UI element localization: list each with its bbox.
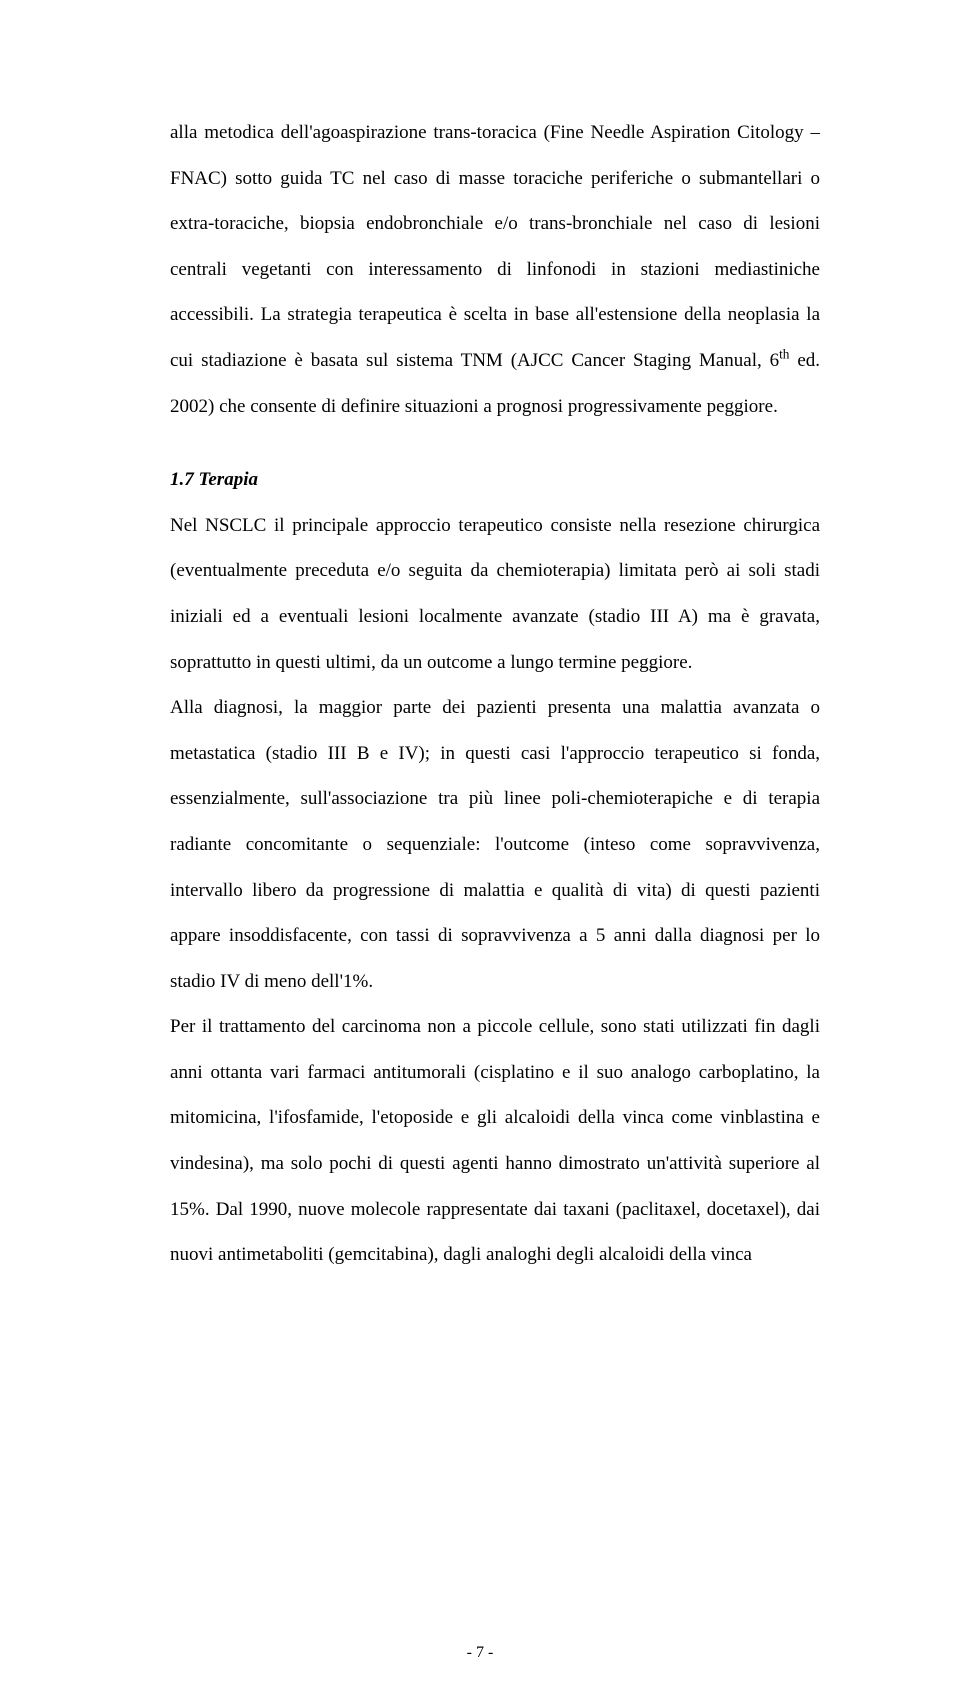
body-paragraph-1: alla metodica dell'agoaspirazione trans-… (170, 110, 820, 429)
body-paragraph-3: Alla diagnosi, la maggior parte dei pazi… (170, 685, 820, 1004)
superscript-ordinal: th (779, 347, 789, 362)
section-heading-terapia: 1.7 Terapia (170, 457, 820, 503)
body-paragraph-4: Per il trattamento del carcinoma non a p… (170, 1004, 820, 1278)
paragraph-text: alla metodica dell'agoaspirazione trans-… (170, 122, 820, 371)
body-paragraph-2: Nel NSCLC il principale approccio terape… (170, 503, 820, 685)
page-number: - 7 - (0, 1644, 960, 1662)
